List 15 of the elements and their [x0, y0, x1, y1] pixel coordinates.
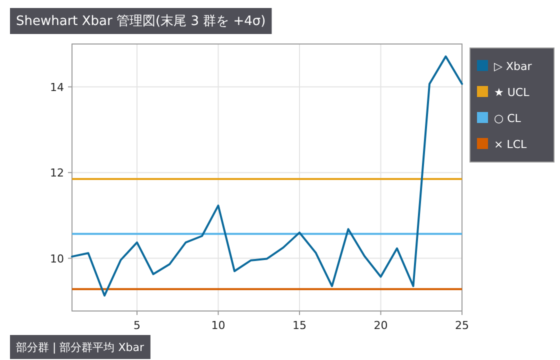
y-tick-label: 10: [50, 252, 64, 266]
chart-title: Shewhart Xbar 管理図(末尾 3 群を +4σ): [16, 14, 266, 29]
x-tick-label: 25: [455, 319, 469, 332]
x-tick-label: 10: [211, 319, 226, 332]
legend-label: ★ UCL: [494, 86, 530, 99]
legend-label: ○ CL: [494, 112, 522, 125]
y-tick-label: 14: [50, 80, 64, 94]
legend-label: ▷ Xbar: [494, 60, 532, 73]
x-tick-label: 15: [292, 319, 306, 332]
text: 部分群 | 部分群平均 Xbar: [16, 341, 144, 354]
y-tick-label: 12: [50, 166, 64, 180]
x-tick-label: 20: [374, 319, 388, 332]
line-series: [71, 55, 463, 297]
x-tick-label: 5: [134, 319, 140, 332]
legend-label: × LCL: [494, 138, 528, 151]
